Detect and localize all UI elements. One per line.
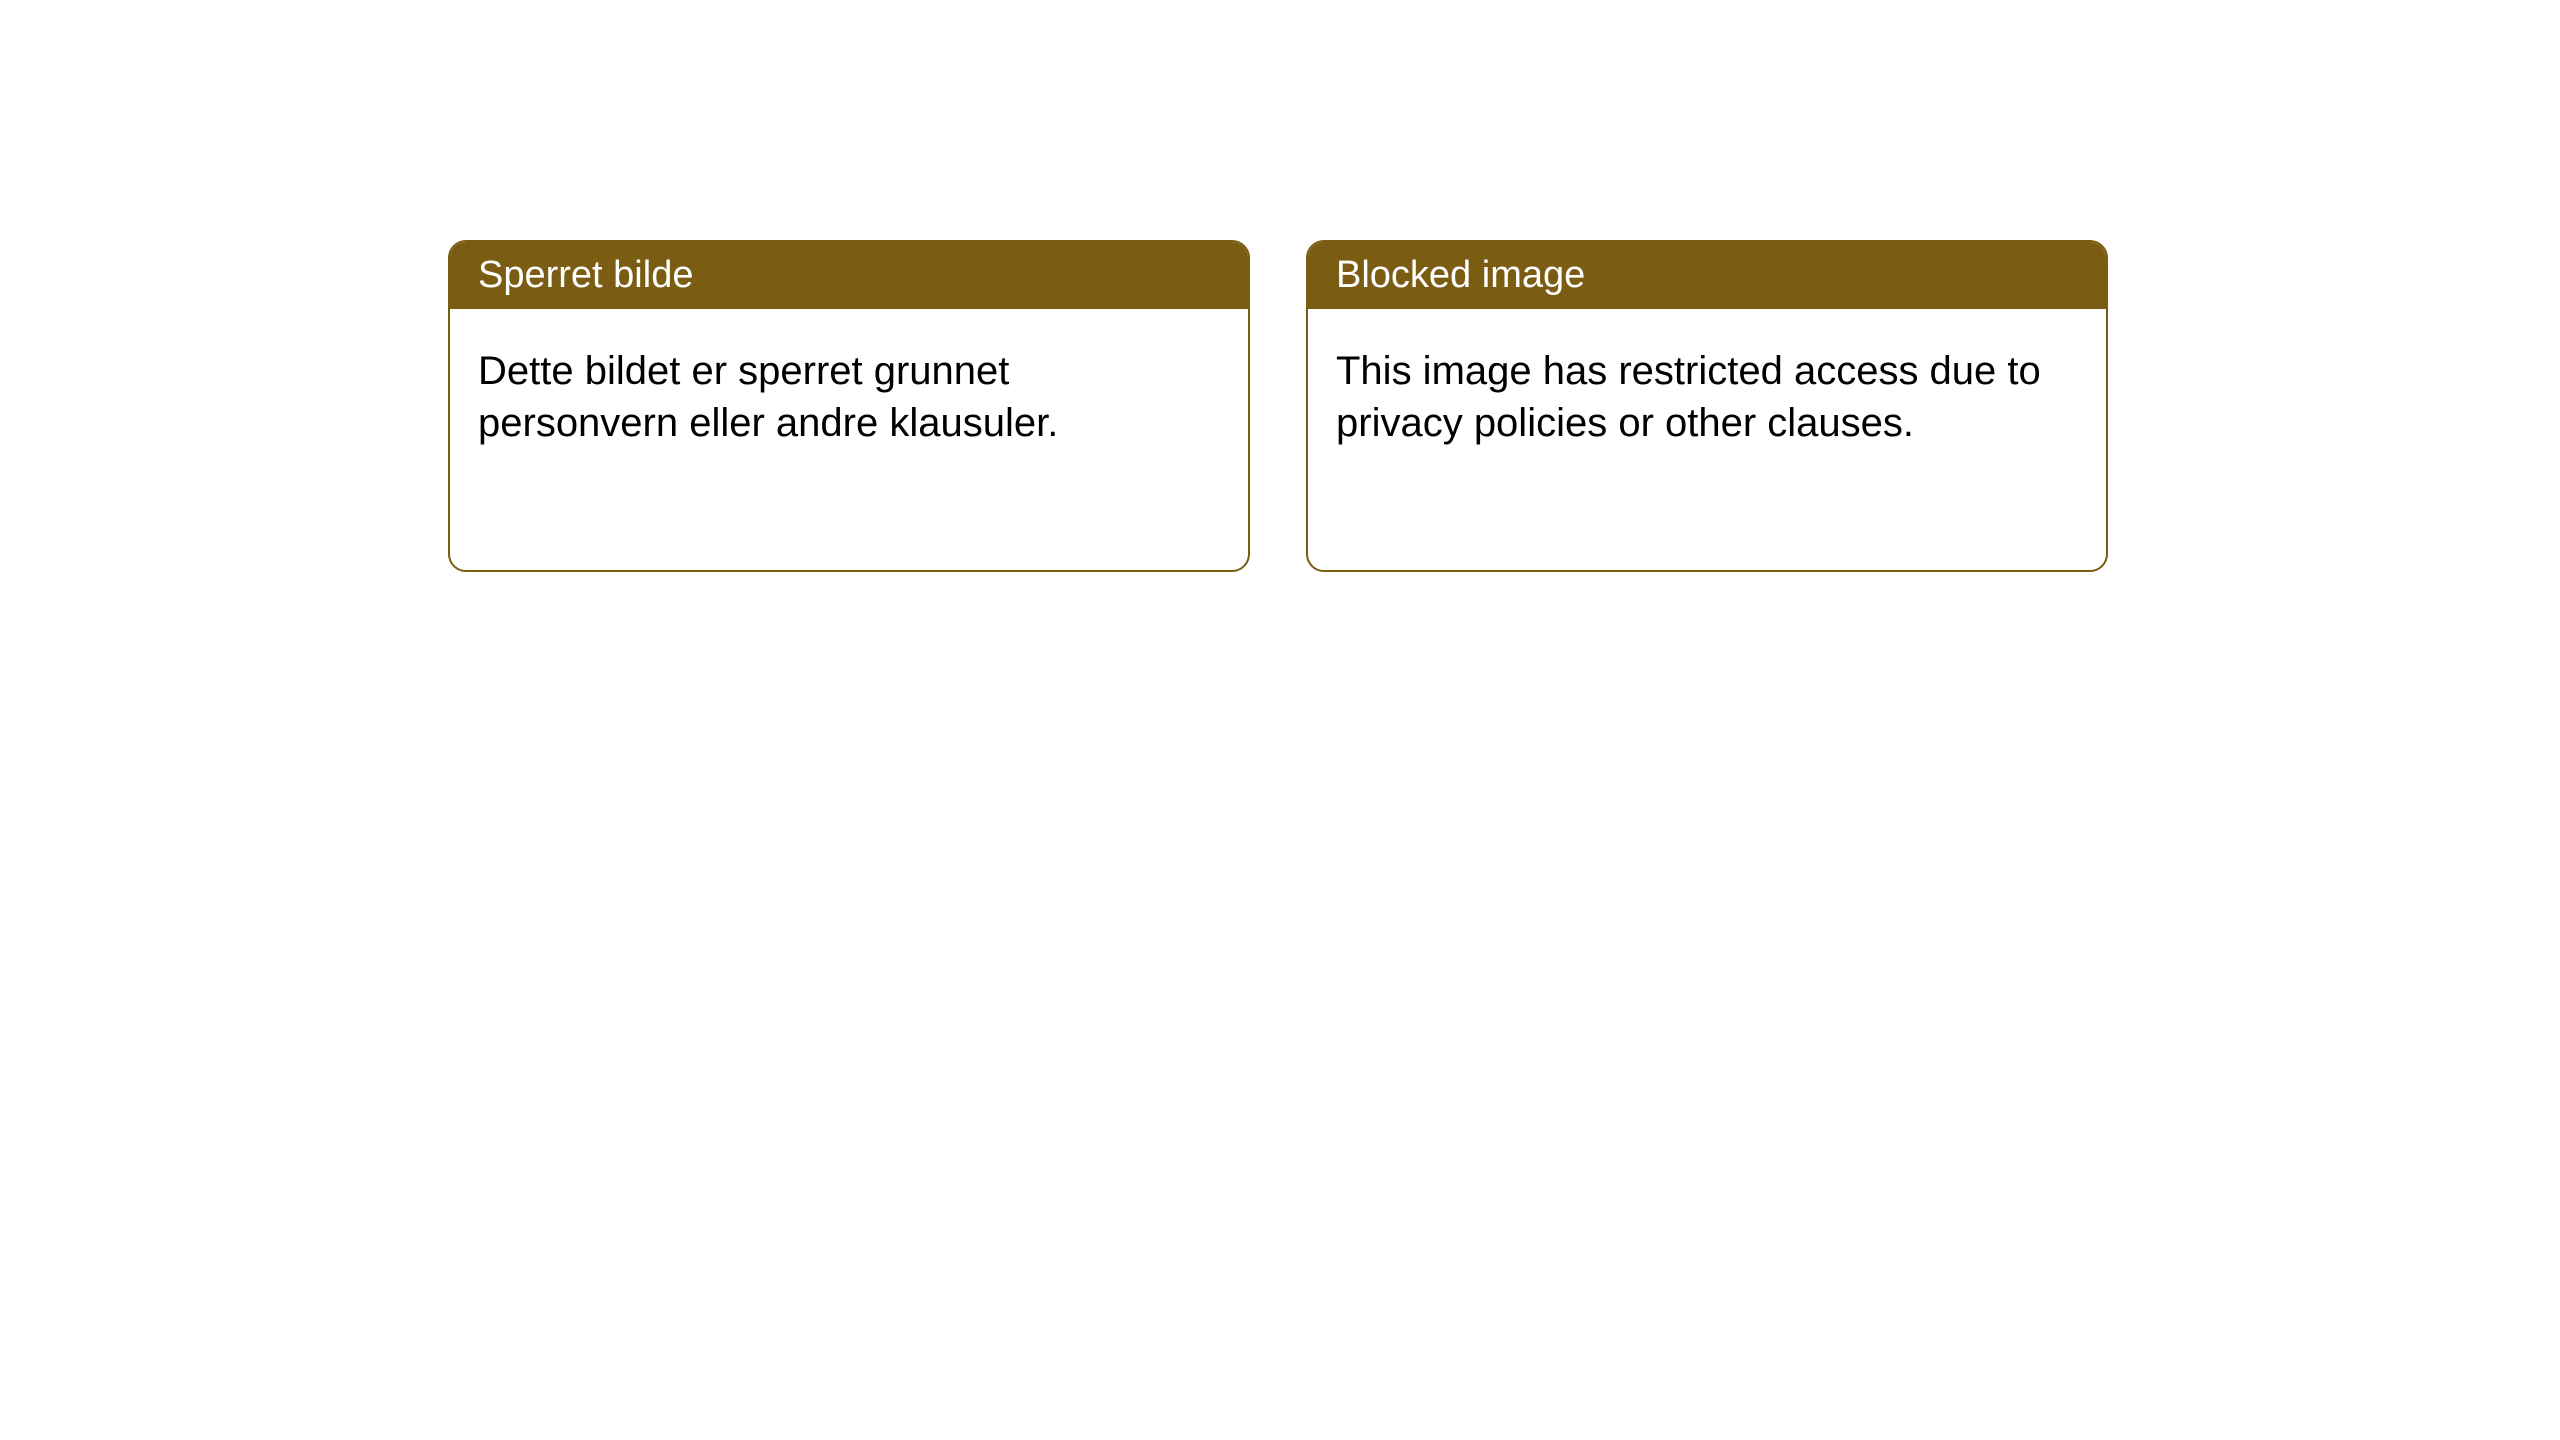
card-body: Dette bildet er sperret grunnet personve… <box>450 309 1248 485</box>
card-body-text: Dette bildet er sperret grunnet personve… <box>478 349 1058 445</box>
card-body-text: This image has restricted access due to … <box>1336 349 2041 445</box>
card-title: Sperret bilde <box>478 254 693 296</box>
notice-card-norwegian: Sperret bilde Dette bildet er sperret gr… <box>448 240 1250 572</box>
card-title: Blocked image <box>1336 254 1585 296</box>
card-body: This image has restricted access due to … <box>1308 309 2106 485</box>
card-header: Blocked image <box>1308 242 2106 309</box>
notice-card-english: Blocked image This image has restricted … <box>1306 240 2108 572</box>
card-header: Sperret bilde <box>450 242 1248 309</box>
notice-container: Sperret bilde Dette bildet er sperret gr… <box>0 0 2560 572</box>
